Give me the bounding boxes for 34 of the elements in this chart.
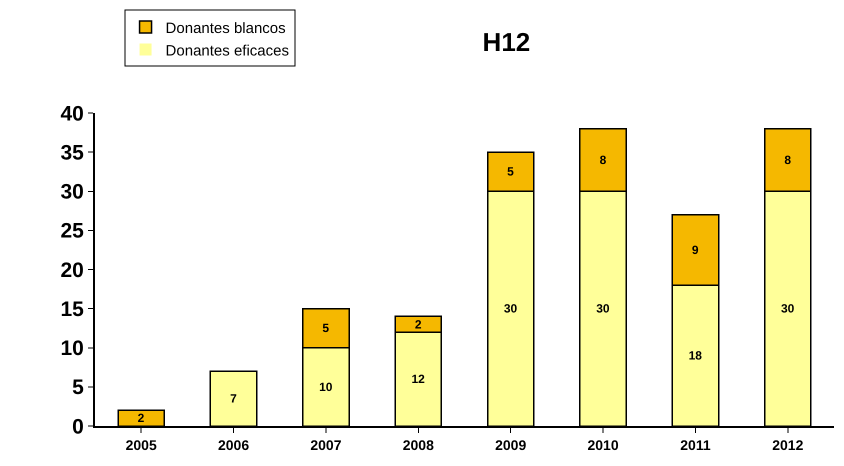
x-tick-label: 2006 [218, 436, 250, 453]
data-label: 30 [504, 302, 518, 316]
data-label: 2 [138, 411, 145, 426]
data-label: 8 [600, 152, 607, 167]
legend-label: Donantes eficaces [166, 42, 289, 60]
y-tick-label: 25 [60, 220, 84, 243]
y-tick-label: 35 [60, 141, 84, 164]
y-tick-label: 10 [60, 337, 84, 360]
data-label: 9 [692, 242, 699, 257]
x-tick-label: 2011 [680, 436, 711, 453]
chart-title: H12 [482, 26, 530, 57]
data-label: 5 [507, 164, 514, 179]
y-tick-label: 30 [60, 180, 84, 204]
data-label: 7 [230, 392, 238, 406]
x-tick-label: 2010 [587, 436, 619, 453]
x-tick-label: 2008 [402, 436, 434, 453]
data-label: 8 [784, 152, 792, 167]
data-label: 30 [596, 302, 610, 316]
y-tick-label: 15 [60, 298, 84, 321]
data-label: 5 [322, 321, 330, 336]
x-tick-label: 2009 [495, 436, 526, 453]
x-tick-label: 2007 [310, 436, 342, 453]
legend-label: Donantes blancos [166, 20, 286, 37]
data-label: 2 [414, 317, 422, 332]
data-label: 30 [780, 302, 795, 316]
y-tick-label: 0 [72, 415, 84, 438]
y-tick-label: 20 [60, 258, 84, 282]
y-tick-label: 40 [60, 102, 84, 126]
y-tick-label: 5 [72, 376, 84, 400]
x-tick-label: 2012 [772, 436, 804, 453]
data-label: 10 [319, 380, 333, 394]
data-label: 12 [411, 372, 426, 386]
data-label: 18 [688, 348, 702, 363]
x-tick-label: 2005 [126, 436, 157, 453]
